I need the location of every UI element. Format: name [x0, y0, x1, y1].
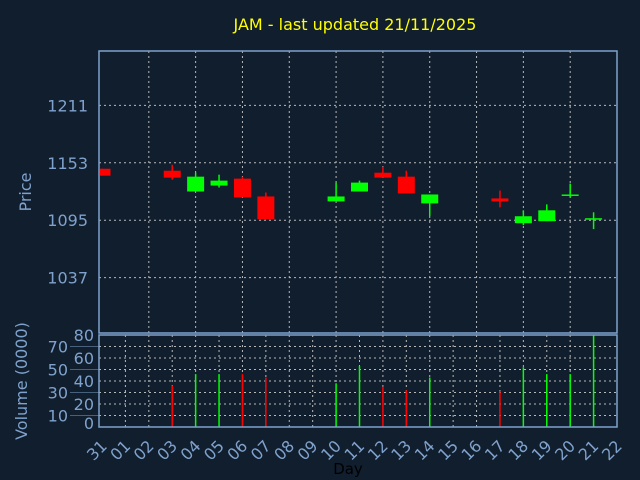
- candle-up: [327, 196, 345, 202]
- candle-up: [187, 176, 205, 192]
- volume-tick-label: 50: [48, 361, 68, 380]
- candle-down: [163, 170, 181, 178]
- volume-tick-label: 70: [48, 338, 68, 357]
- price-tick-label: 1211: [47, 96, 88, 115]
- y-axis-label: Price: [16, 172, 35, 211]
- price-plot-frame: [98, 50, 618, 334]
- volume-axis-label: Volume (0000): [12, 322, 31, 440]
- volume-tick-label: 30: [48, 384, 68, 403]
- candle-down: [374, 172, 392, 178]
- volume-tick-label: 10: [48, 407, 68, 426]
- chart-title: JAM - last updated 21/11/2025: [233, 15, 477, 34]
- candle-down: [233, 178, 251, 198]
- volume-tick-label: 80: [74, 326, 94, 345]
- volume-tick-label: 40: [74, 372, 94, 391]
- price-tick-label: 1037: [47, 269, 88, 288]
- volume-tick-label: 60: [74, 349, 94, 368]
- candle-up: [538, 210, 556, 222]
- price-tick-label: 1095: [47, 211, 88, 230]
- candle-down: [491, 198, 509, 202]
- candle-up: [351, 182, 368, 192]
- x-tick-label: 22: [598, 436, 626, 464]
- candle-down: [257, 196, 275, 220]
- candle-up: [421, 194, 439, 204]
- volume-tick-label: 0: [84, 414, 94, 433]
- x-axis-label: Day: [333, 460, 363, 478]
- price-tick-label: 1153: [47, 154, 88, 173]
- candle-down: [100, 168, 111, 176]
- candle-up: [585, 218, 603, 220]
- volume-plot-frame: [98, 334, 618, 428]
- candle-up: [210, 180, 228, 186]
- candle-down: [397, 176, 415, 194]
- volume-tick-label: 20: [74, 395, 94, 414]
- candle-up: [561, 194, 579, 196]
- candle-up: [514, 216, 532, 224]
